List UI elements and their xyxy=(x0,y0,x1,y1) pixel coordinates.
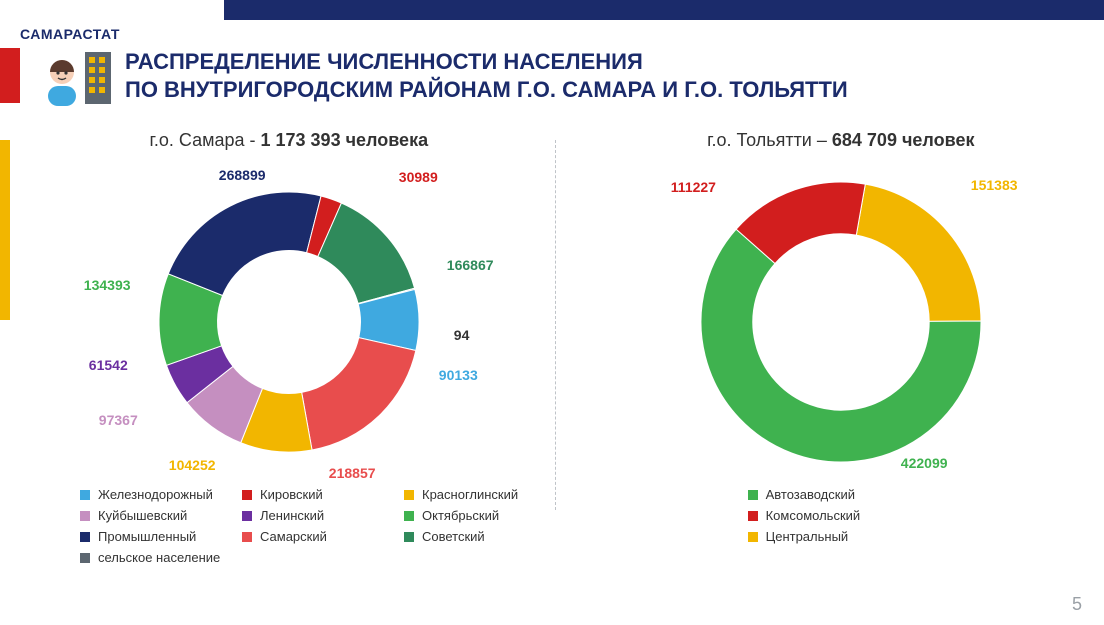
legend-swatch xyxy=(80,532,90,542)
togliatti-legend: Автозаводский Комсомольский Центральный xyxy=(598,487,1084,544)
legend-item: Автозаводский xyxy=(748,487,1084,502)
data-label: 218857 xyxy=(329,465,376,481)
brand-label: САМАРАСТАТ xyxy=(20,26,120,42)
samara-legend: Железнодорожный Кировский Красноглинский Ку… xyxy=(20,487,558,565)
title-line-1: РАСПРЕДЕЛЕНИЕ ЧИСЛЕННОСТИ НАСЕЛЕНИЯ xyxy=(125,49,643,74)
legend-item: Октябрьский xyxy=(404,508,544,523)
legend-item: сельское население xyxy=(80,550,220,565)
legend-item: Ленинский xyxy=(242,508,382,523)
donut-slice xyxy=(168,192,321,295)
legend-label: Кировский xyxy=(260,487,323,502)
legend-label: Промышленный xyxy=(98,529,196,544)
legend-label: Железнодорожный xyxy=(98,487,213,502)
samara-donut: 90133 218857 104252 97367 61542 134393 268899 3… xyxy=(39,157,539,487)
data-label: 134393 xyxy=(84,277,131,293)
page-title: РАСПРЕДЕЛЕНИЕ ЧИСЛЕННОСТИ НАСЕЛЕНИЯ ПО В… xyxy=(125,48,1084,103)
samara-title-prefix: г.о. Самара - xyxy=(150,130,261,150)
togliatti-title-bold: 684 709 человек xyxy=(832,130,975,150)
legend-item: Комсомольский xyxy=(748,508,1084,523)
legend-item: Железнодорожный xyxy=(80,487,220,502)
data-label: 166867 xyxy=(447,257,494,273)
data-label: 268899 xyxy=(219,167,266,183)
togliatti-title: г.о. Тольятти – 684 709 человек xyxy=(598,130,1084,151)
data-label: 30989 xyxy=(399,169,438,185)
legend-label: Самарский xyxy=(260,529,327,544)
togliatti-donut: 151383 422099 111227 xyxy=(601,157,1081,487)
legend-swatch xyxy=(80,553,90,563)
legend-label: Ленинский xyxy=(260,508,324,523)
legend-item: Кировский xyxy=(242,487,382,502)
data-label: 90133 xyxy=(439,367,478,383)
legend-item: Советский xyxy=(404,529,544,544)
data-label: 104252 xyxy=(169,457,216,473)
legend-swatch xyxy=(242,490,252,500)
samara-column: г.о. Самара - 1 173 393 человека 90133 21… xyxy=(0,130,578,565)
data-label: 422099 xyxy=(901,455,948,471)
samara-title: г.о. Самара - 1 173 393 человека xyxy=(20,130,558,151)
legend-item: Красноглинский xyxy=(404,487,544,502)
legend-item: Промышленный xyxy=(80,529,220,544)
togliatti-title-prefix: г.о. Тольятти – xyxy=(707,130,832,150)
data-label: 111227 xyxy=(671,179,716,195)
legend-swatch xyxy=(80,511,90,521)
legend-label: Октябрьский xyxy=(422,508,499,523)
legend-swatch xyxy=(748,532,758,542)
charts-row: г.о. Самара - 1 173 393 человека 90133 21… xyxy=(0,130,1104,565)
red-accent xyxy=(0,48,20,103)
legend-swatch xyxy=(80,490,90,500)
legend-swatch xyxy=(404,511,414,521)
togliatti-column: г.о. Тольятти – 684 709 человек 151383 42… xyxy=(578,130,1104,565)
top-bar xyxy=(224,0,1104,20)
legend-label: Автозаводский xyxy=(766,487,855,502)
legend-swatch xyxy=(404,490,414,500)
legend-item: Центральный xyxy=(748,529,1084,544)
legend-label: Красноглинский xyxy=(422,487,518,502)
legend-swatch xyxy=(242,532,252,542)
data-label: 61542 xyxy=(89,357,128,373)
person-building-icon xyxy=(40,48,115,108)
legend-swatch xyxy=(748,490,758,500)
data-label: 97367 xyxy=(99,412,138,428)
legend-label: сельское население xyxy=(98,550,220,565)
donut-slice xyxy=(301,338,415,450)
page-number: 5 xyxy=(1072,594,1082,615)
data-label: 94 xyxy=(454,327,470,343)
legend-label: Куйбышевский xyxy=(98,508,187,523)
legend-swatch xyxy=(404,532,414,542)
legend-label: Центральный xyxy=(766,529,849,544)
legend-swatch xyxy=(748,511,758,521)
legend-label: Советский xyxy=(422,529,485,544)
legend-label: Комсомольский xyxy=(766,508,861,523)
legend-item: Куйбышевский xyxy=(80,508,220,523)
data-label: 151383 xyxy=(971,177,1018,193)
donut-slice xyxy=(856,184,981,321)
title-line-2: ПО ВНУТРИГОРОДСКИМ РАЙОНАМ Г.О. САМАРА И… xyxy=(125,77,848,102)
samara-title-bold: 1 173 393 человека xyxy=(261,130,429,150)
legend-item: Самарский xyxy=(242,529,382,544)
legend-swatch xyxy=(242,511,252,521)
